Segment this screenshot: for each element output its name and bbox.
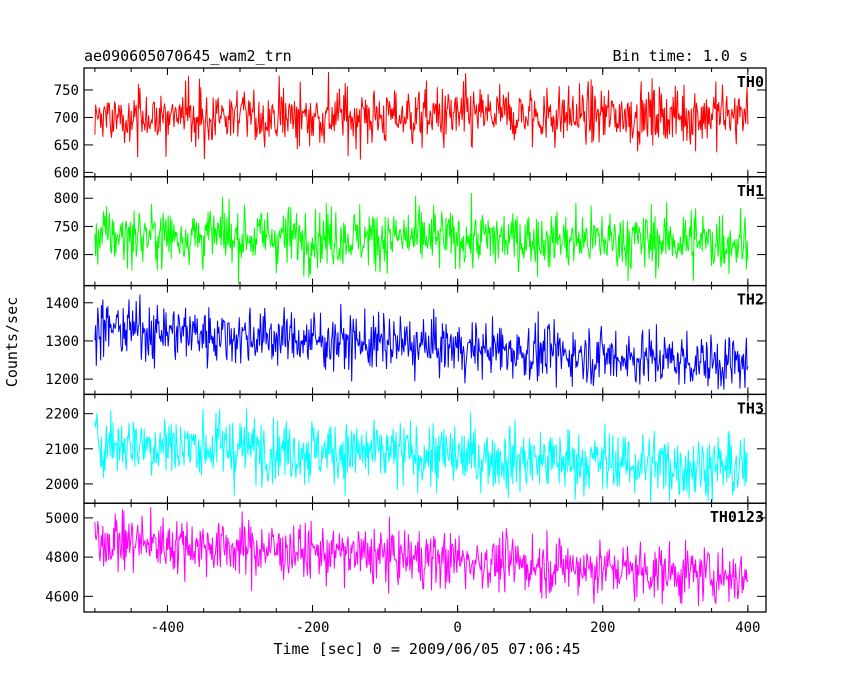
series-label: TH1 — [737, 182, 764, 200]
y-tick-label: 700 — [54, 248, 79, 264]
y-tick-label: 750 — [54, 219, 79, 235]
panel-th0: 600 650 700 750 TH0 — [54, 67, 767, 181]
panel-th1: 700 750 800 TH1 — [54, 176, 767, 287]
series-line-th0 — [94, 71, 749, 160]
series-label: TH0123 — [710, 508, 764, 526]
plot-title: ae090605070645_wam2_trn — [84, 47, 292, 65]
y-tick-label: 700 — [54, 110, 79, 126]
x-tick-label: 0 — [453, 620, 461, 636]
panel-th2: 1200 1300 1400 TH2 — [45, 284, 767, 396]
series-line-th0123 — [94, 507, 749, 606]
panel-th3: 2000 2100 2200 TH3 — [45, 393, 767, 504]
y-tick-label: 750 — [54, 83, 79, 99]
series-label: TH3 — [737, 399, 764, 417]
y-tick-label: 4800 — [45, 550, 79, 566]
y-tick-label: 800 — [54, 191, 79, 207]
x-tick-label: 200 — [590, 620, 615, 636]
y-axis-label: Counts/sec — [3, 297, 21, 387]
panel-th0123: 4600 4800 5000 TH0123 — [45, 502, 767, 613]
series-label: TH2 — [737, 291, 764, 309]
y-tick-label: 5000 — [45, 511, 79, 527]
y-tick-label: 2200 — [45, 407, 79, 423]
y-tick-label: 2100 — [45, 442, 79, 458]
series-line-th1 — [94, 192, 749, 284]
series-label: TH0 — [737, 73, 764, 91]
y-tick-label: 1300 — [45, 334, 79, 350]
x-tick-label: 400 — [735, 620, 760, 636]
y-tick-label: 600 — [54, 165, 79, 181]
x-tick-label: -200 — [296, 620, 330, 636]
series-line-th2 — [94, 294, 749, 390]
panels: 600 650 700 750 TH0 700 750 800 TH1 1200 1300 1400 T… — [45, 67, 767, 636]
y-tick-label: 1200 — [45, 372, 79, 388]
series-line-th3 — [94, 408, 749, 502]
y-tick-label: 2000 — [45, 477, 79, 493]
y-tick-label: 650 — [54, 138, 79, 154]
bin-time-label: Bin time: 1.0 s — [613, 47, 748, 65]
y-tick-label: 1400 — [45, 296, 79, 312]
x-axis-label: Time [sec] 0 = 2009/06/05 07:06:45 — [273, 640, 580, 658]
x-tick-label: -400 — [151, 620, 185, 636]
y-tick-label: 4600 — [45, 589, 79, 605]
